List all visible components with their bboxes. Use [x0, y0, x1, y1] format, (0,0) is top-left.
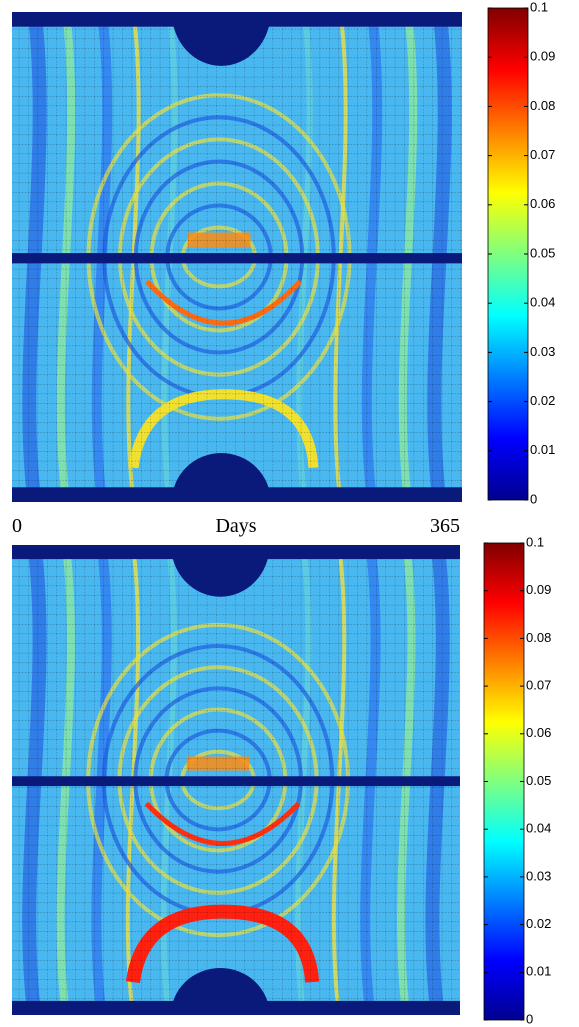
colorbar-tick-label: 0: [526, 1011, 533, 1026]
colorbar: [487, 7, 529, 501]
top-disk: [171, 12, 271, 66]
x-tick-label: 365: [430, 515, 460, 537]
colorbar-tick-label: 0.07: [530, 147, 555, 162]
colorbar-tick-label: 0.05: [530, 245, 555, 260]
x-axis-label: Days: [215, 515, 256, 537]
colorbar: [483, 542, 525, 1021]
colorbar-tick-label: 0.08: [526, 630, 551, 645]
colorbar-tick-label: 0.08: [530, 98, 555, 113]
colorbar-tick-label: 0.01: [526, 964, 551, 979]
mid-bar: [12, 776, 460, 787]
colorbar-tick-label: 0.04: [526, 821, 551, 836]
colorbar-tick-label: 0: [530, 491, 537, 506]
bottom-disk: [171, 968, 270, 1015]
colorbar-tick-label: 0.09: [530, 49, 555, 64]
colorbar-tick-label: 0.06: [530, 196, 555, 211]
mid-bar: [12, 253, 462, 264]
colorbar-tick-label: 0.1: [530, 0, 548, 14]
bottom-disk: [171, 453, 271, 502]
colorbar-tick-label: 0.03: [526, 868, 551, 883]
colorbar-tick-label: 0.02: [526, 916, 551, 931]
colorbar-tick-label: 0.05: [526, 773, 551, 788]
colorbar-tick-label: 0.07: [526, 678, 551, 693]
heatmap: [12, 12, 462, 502]
colorbar-tick-label: 0.01: [530, 442, 555, 457]
heatmap: [12, 545, 460, 1015]
colorbar-tick-label: 0.06: [526, 725, 551, 740]
colorbar-tick-label: 0.02: [530, 393, 555, 408]
colorbar-tick-label: 0.1: [526, 534, 544, 549]
x-tick-label: 0: [12, 515, 22, 537]
colorbar-tick-label: 0.03: [530, 344, 555, 359]
colorbar-tick-label: 0.04: [530, 295, 555, 310]
top-disk: [171, 545, 270, 597]
colorbar-tick-label: 0.09: [526, 582, 551, 597]
